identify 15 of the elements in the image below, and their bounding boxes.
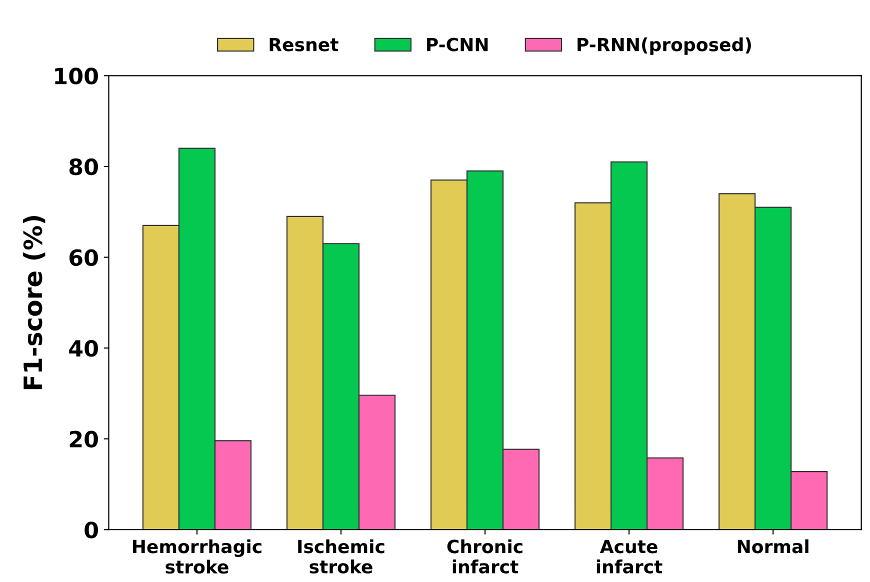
- y-tick-label: 40: [69, 340, 98, 357]
- y-tick-label: 100: [55, 68, 98, 84]
- y-tick-label: 60: [69, 249, 98, 266]
- y-axis-title: F1-score (%): [22, 216, 46, 390]
- y-tick-label: 20: [70, 430, 98, 448]
- y-tick-label: 0: [84, 522, 98, 538]
- y-tick-label: 80: [69, 158, 98, 176]
- x-tick-label: Acute infarct: [596, 540, 662, 574]
- legend-label: P-CNN: [427, 38, 488, 52]
- legend-label: Resnet: [270, 38, 338, 52]
- x-tick-label: Normal: [738, 539, 808, 554]
- legend-label: P-RNN(proposed): [578, 37, 751, 55]
- x-tick-label: Hemorrhagic stroke: [133, 539, 262, 574]
- x-tick-label: Chronic infarct: [447, 539, 522, 574]
- x-tick-label: Ischemic stroke: [298, 539, 384, 574]
